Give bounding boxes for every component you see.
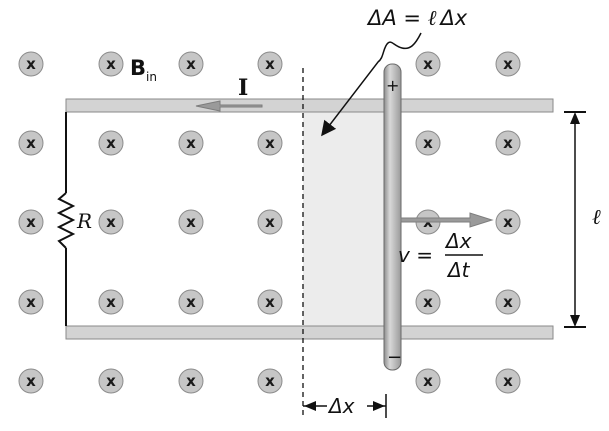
field-marker-x: x <box>106 293 116 311</box>
swept-area <box>303 112 386 326</box>
field-marker-circle <box>257 51 283 77</box>
field-marker-x: x <box>423 372 433 390</box>
velocity-lhs: v = <box>398 243 433 267</box>
field-marker-x: x <box>26 213 36 231</box>
displacement-arrow-left <box>304 401 316 411</box>
field-marker-x: x <box>26 134 36 152</box>
field-marker-circle <box>415 130 441 156</box>
field-marker-x: x <box>26 372 36 390</box>
field-marker-x: x <box>423 293 433 311</box>
field-marker-circle <box>18 130 44 156</box>
sliding-rod <box>383 63 402 371</box>
field-marker-x: x <box>503 372 513 390</box>
field-marker-x: x <box>265 293 275 311</box>
magnetic-field-grid: xxxxxxxxxxxxxxxxxxxxxxxxxxxxxx <box>18 51 521 394</box>
length-arrow-bottom <box>570 315 580 327</box>
rod-plus-sign: + <box>386 76 399 95</box>
field-marker-circle <box>98 289 124 315</box>
field-marker-circle <box>178 130 204 156</box>
field-marker-circle <box>98 130 124 156</box>
field-marker-circle <box>415 368 441 394</box>
field-marker-x: x <box>503 134 513 152</box>
field-marker-circle <box>257 368 283 394</box>
field-marker-circle <box>18 51 44 77</box>
field-marker-x: x <box>186 372 196 390</box>
field-marker-circle <box>257 209 283 235</box>
field-marker-x: x <box>26 293 36 311</box>
field-marker-circle <box>18 209 44 235</box>
field-marker-circle <box>98 51 124 77</box>
top-rail <box>65 98 554 113</box>
field-marker-x: x <box>265 213 275 231</box>
velocity-denominator: Δt <box>446 258 471 282</box>
field-marker-x: x <box>423 134 433 152</box>
field-marker-x: x <box>503 55 513 73</box>
field-marker-x: x <box>186 55 196 73</box>
field-marker-x: x <box>186 134 196 152</box>
current-label: I <box>238 75 248 101</box>
field-marker-circle <box>415 51 441 77</box>
resistor-zigzag <box>56 192 76 249</box>
field-marker-x: x <box>423 55 433 73</box>
field-marker-x: x <box>106 134 116 152</box>
field-marker-circle <box>257 130 283 156</box>
length-arrow-top <box>570 112 580 124</box>
current-arrow <box>195 100 263 112</box>
field-marker-circle <box>18 289 44 315</box>
field-marker-circle <box>495 51 521 77</box>
velocity-arrow <box>400 212 494 228</box>
velocity-numerator: Δx <box>444 229 472 253</box>
area-equation: ΔA = ℓ Δx <box>366 6 468 30</box>
rod-minus-sign: − <box>387 347 402 368</box>
field-marker-circle <box>178 209 204 235</box>
field-marker-circle <box>98 209 124 235</box>
field-marker-x: x <box>186 213 196 231</box>
field-marker-x: x <box>265 134 275 152</box>
area-pointer-wave <box>321 32 422 137</box>
field-marker-x: x <box>503 293 513 311</box>
displacement-label-bg <box>327 396 367 416</box>
length-label: ℓ <box>592 205 601 229</box>
field-marker-x: x <box>265 372 275 390</box>
field-marker-x: x <box>106 372 116 390</box>
resistor-label: R <box>76 209 92 233</box>
field-marker-x: x <box>106 213 116 231</box>
field-marker-x: x <box>265 55 275 73</box>
field-marker-x: x <box>106 55 116 73</box>
field-marker-circle <box>495 209 521 235</box>
field-marker-circle <box>415 289 441 315</box>
displacement-label: Δx <box>327 394 355 418</box>
field-marker-circle <box>18 368 44 394</box>
displacement-arrow-right <box>373 401 385 411</box>
field-label: Bin <box>130 56 157 84</box>
field-marker-circle <box>178 368 204 394</box>
field-marker-x: x <box>26 55 36 73</box>
field-marker-circle <box>178 289 204 315</box>
bottom-rail <box>65 325 554 340</box>
field-marker-x: x <box>503 213 513 231</box>
field-marker-circle <box>98 368 124 394</box>
field-marker-x: x <box>186 293 196 311</box>
field-marker-circle <box>495 368 521 394</box>
field-marker-circle <box>495 130 521 156</box>
field-marker-circle <box>257 289 283 315</box>
field-marker-circle <box>178 51 204 77</box>
field-marker-circle <box>495 289 521 315</box>
